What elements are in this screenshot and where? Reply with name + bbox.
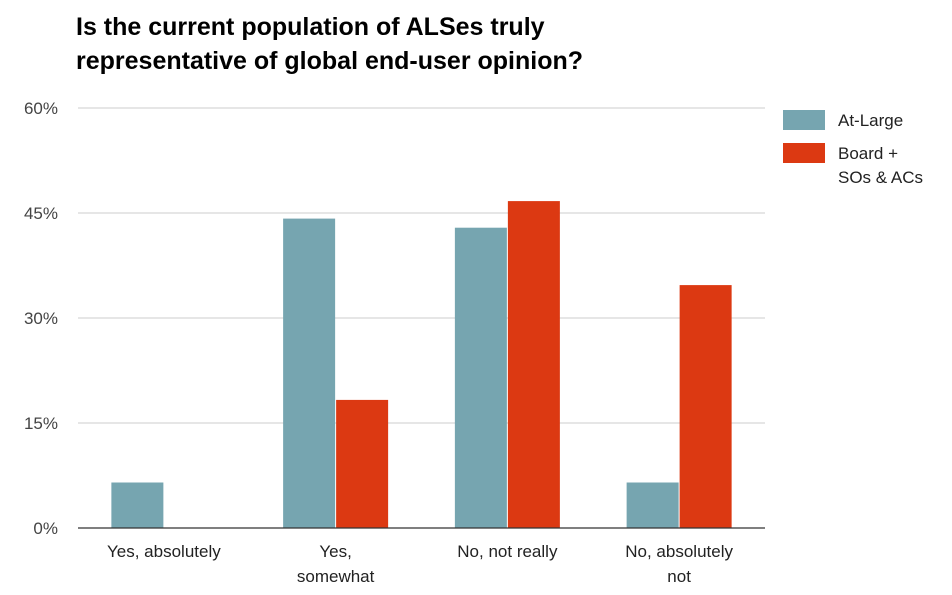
bar <box>283 218 336 528</box>
x-tick-label: somewhat <box>297 567 375 586</box>
x-tick-label: Yes, <box>319 542 351 561</box>
y-tick-label: 60% <box>24 99 58 118</box>
legend-label: At-Large <box>838 111 903 130</box>
x-tick-label: not <box>667 567 691 586</box>
x-tick-label: Yes, absolutely <box>107 542 221 561</box>
gridlines <box>78 107 765 424</box>
bar <box>626 482 679 528</box>
bar <box>111 482 164 528</box>
y-tick-label: 45% <box>24 204 58 223</box>
y-tick-label: 0% <box>33 519 58 538</box>
legend-label: Board + <box>838 144 898 163</box>
legend-swatch <box>783 110 825 130</box>
legend-swatch <box>783 143 825 163</box>
x-tick-label: No, not really <box>457 542 558 561</box>
legend: At-Large Board + SOs & ACs <box>783 110 923 187</box>
bar <box>507 201 560 528</box>
bar <box>679 285 732 528</box>
y-tick-label: 15% <box>24 414 58 433</box>
bar <box>454 227 507 528</box>
legend-label: SOs & ACs <box>838 168 923 187</box>
y-tick-label: 30% <box>24 309 58 328</box>
x-tick-label: No, absolutely <box>625 542 733 561</box>
chart-title: Is the current population of ALSes truly… <box>76 13 584 75</box>
bar <box>336 399 389 528</box>
axes: 0% 15% 30% 45% 60% Yes, absolutely Yes, somewha… <box>24 99 765 586</box>
bars <box>111 201 732 528</box>
